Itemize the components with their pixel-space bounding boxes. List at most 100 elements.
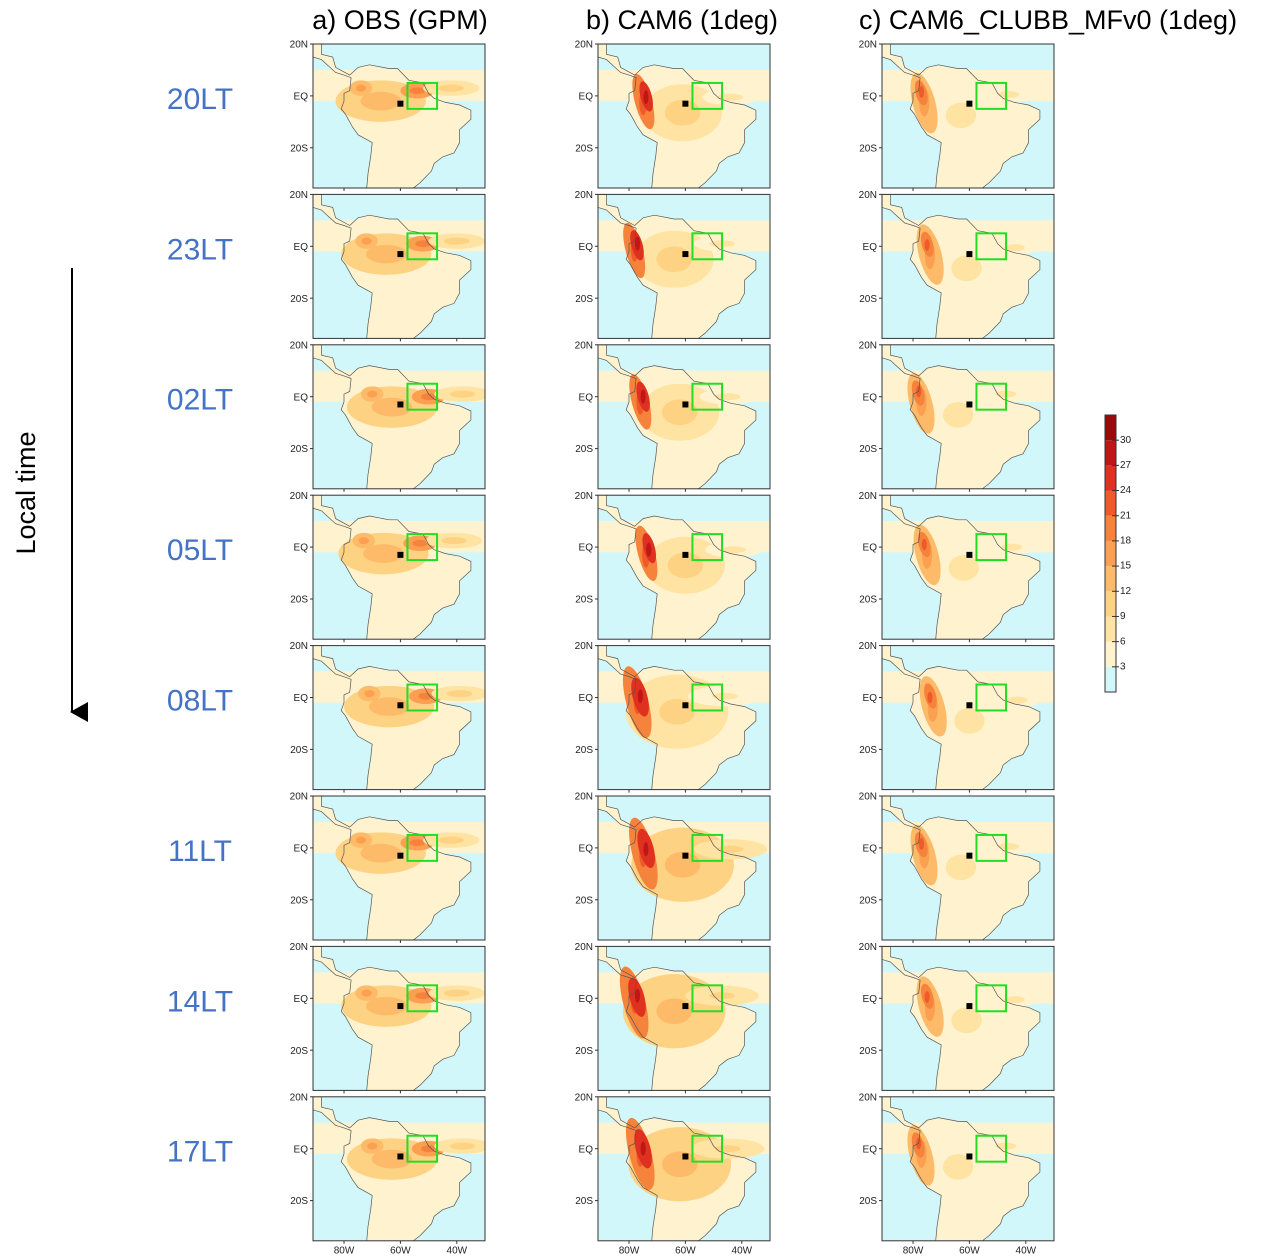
precip-core bbox=[640, 389, 646, 404]
region-box bbox=[406, 683, 439, 712]
panel-frame bbox=[597, 43, 771, 189]
panel-frame bbox=[881, 193, 1055, 339]
precip-core bbox=[1007, 696, 1028, 704]
x-tick-label: 60W bbox=[675, 1245, 696, 1256]
precip-core bbox=[438, 836, 464, 844]
precip-core bbox=[361, 989, 372, 997]
panel-frame bbox=[597, 1096, 771, 1242]
y-tick-label: EQ bbox=[294, 693, 309, 704]
region-box bbox=[406, 833, 439, 862]
precip-core bbox=[355, 84, 367, 92]
y-tick-label: 20N bbox=[859, 491, 877, 502]
precip-core bbox=[449, 1142, 476, 1150]
site-marker bbox=[682, 1153, 689, 1160]
coastline bbox=[882, 796, 1041, 940]
region-box bbox=[975, 382, 1008, 411]
y-tick-label: 20S bbox=[575, 143, 593, 154]
y-tick-label: EQ bbox=[579, 994, 594, 1005]
colorbar-tick-label: 30 bbox=[1120, 435, 1132, 446]
precip-core bbox=[367, 1142, 378, 1150]
y-tick-label: 20N bbox=[859, 641, 877, 652]
panel-frame bbox=[312, 494, 486, 640]
row-label: 20LT bbox=[167, 83, 233, 116]
precip-core bbox=[446, 690, 473, 698]
y-tick-label: 20N bbox=[290, 190, 308, 201]
colorbar-frame bbox=[1104, 414, 1117, 693]
y-tick-label: 20S bbox=[575, 1046, 593, 1057]
coastline bbox=[313, 194, 472, 339]
y-tick-label: 20N bbox=[290, 491, 308, 502]
y-tick-label: EQ bbox=[863, 1144, 878, 1155]
region-box bbox=[691, 81, 724, 110]
y-tick-label: 20N bbox=[859, 340, 877, 351]
colorbar-bin bbox=[1105, 465, 1116, 491]
precip-core bbox=[712, 692, 738, 700]
coastline bbox=[882, 495, 1041, 640]
region-box bbox=[975, 533, 1008, 562]
site-marker bbox=[682, 702, 689, 709]
coastline bbox=[313, 946, 472, 1091]
y-tick-label: 20N bbox=[575, 792, 593, 803]
y-tick-label: EQ bbox=[294, 844, 309, 855]
y-tick-label: 20N bbox=[575, 40, 593, 51]
colorbar-tick-label: 18 bbox=[1120, 536, 1132, 547]
y-tick-label: 20S bbox=[859, 294, 877, 305]
site-marker bbox=[397, 1153, 404, 1160]
y-tick-label: EQ bbox=[579, 92, 594, 103]
colorbar-tick-label: 21 bbox=[1120, 510, 1132, 521]
row-label: 11LT bbox=[168, 835, 232, 868]
region-box bbox=[975, 232, 1008, 261]
precip-core bbox=[927, 691, 933, 704]
colorbar-tick-label: 27 bbox=[1120, 460, 1132, 471]
y-tick-label: 20S bbox=[575, 294, 593, 305]
x-tick-label: 80W bbox=[619, 1245, 640, 1256]
precip-core bbox=[662, 399, 698, 426]
region-box bbox=[975, 833, 1008, 862]
colorbar-bin bbox=[1105, 666, 1116, 692]
map-panel bbox=[882, 44, 1054, 188]
precip-core bbox=[412, 539, 428, 547]
precip-core bbox=[366, 244, 407, 264]
y-tick-label: 20S bbox=[290, 143, 308, 154]
precip-core bbox=[368, 697, 410, 716]
map-panel bbox=[882, 946, 1054, 1091]
y-tick-label: 20N bbox=[859, 1092, 877, 1103]
y-tick-label: 20S bbox=[859, 1046, 877, 1057]
precip-core bbox=[942, 1154, 974, 1180]
colorbar-bin bbox=[1105, 566, 1116, 592]
colorbar-bin bbox=[1105, 415, 1116, 441]
panel-frame bbox=[881, 645, 1055, 791]
y-tick-label: EQ bbox=[863, 693, 878, 704]
column-title: c) CAM6_CLUBB_MFv0 (1deg) bbox=[859, 5, 1237, 35]
precip-core bbox=[656, 246, 692, 273]
region-box bbox=[406, 1134, 439, 1163]
colorbar-tick-label: 9 bbox=[1120, 611, 1126, 622]
panel-frame bbox=[881, 1096, 1055, 1242]
y-tick-label: 20S bbox=[859, 895, 877, 906]
y-tick-label: 20S bbox=[290, 895, 308, 906]
coastline bbox=[313, 1096, 472, 1241]
precip-core bbox=[918, 838, 925, 850]
precip-core bbox=[409, 839, 425, 847]
map-panel bbox=[598, 194, 770, 339]
colorbar-tick-label: 6 bbox=[1120, 636, 1126, 647]
y-tick-label: 20S bbox=[859, 143, 877, 154]
y-tick-label: EQ bbox=[579, 392, 594, 403]
precip-core bbox=[409, 87, 425, 95]
row-label: 08LT bbox=[167, 685, 233, 718]
region-box bbox=[691, 382, 724, 411]
panel-frame bbox=[597, 645, 771, 791]
panel-frame bbox=[881, 945, 1055, 1091]
site-marker bbox=[966, 1003, 973, 1010]
precip-core bbox=[360, 91, 401, 111]
region-box bbox=[691, 984, 724, 1013]
precip-core bbox=[998, 843, 1020, 851]
map-panel bbox=[598, 344, 770, 489]
y-tick-label: EQ bbox=[294, 242, 309, 253]
region-box bbox=[406, 232, 439, 261]
panel-frame bbox=[312, 945, 486, 1091]
column-title: a) OBS (GPM) bbox=[312, 5, 488, 35]
row-label: 17LT bbox=[167, 1136, 233, 1169]
precip-core bbox=[363, 544, 404, 563]
